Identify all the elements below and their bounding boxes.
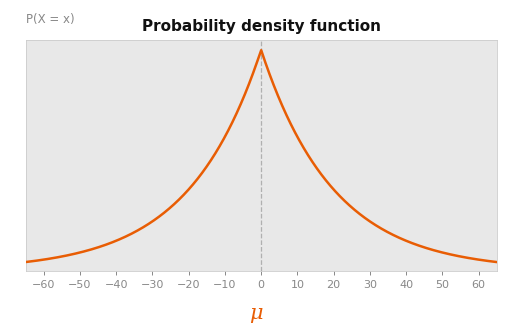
Text: μ: μ [249,304,263,323]
Text: P(X = x): P(X = x) [26,13,74,26]
Title: Probability density function: Probability density function [142,19,380,34]
